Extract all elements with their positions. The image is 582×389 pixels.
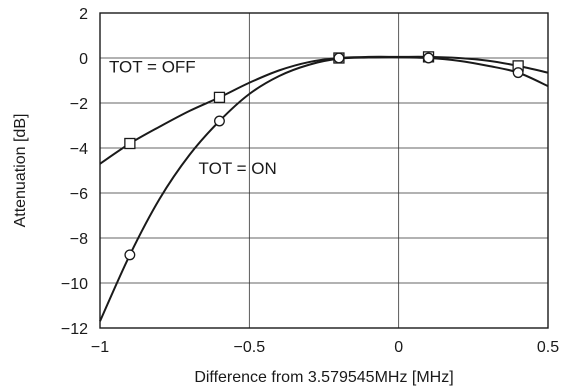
data-point-tot-on	[512, 67, 524, 79]
series-line-tot-off	[99, 55, 549, 165]
x-tick-label: 0.5	[537, 339, 559, 356]
y-tick-label: −4	[70, 141, 88, 158]
series-markers	[124, 51, 524, 261]
x-tick-label: −1	[91, 339, 109, 356]
x-axis-label: Difference from 3.579545MHz [MHz]	[194, 369, 453, 386]
y-tick-label: 2	[79, 6, 88, 23]
y-tick-label: 0	[79, 51, 88, 68]
y-tick-label: −2	[70, 96, 88, 113]
annotation-tot-off: TOT = OFF	[109, 58, 196, 77]
x-tick-label: 0	[394, 339, 403, 356]
grid-lines	[100, 13, 548, 328]
plot-frame	[99, 12, 549, 329]
data-point-tot-off	[124, 137, 136, 150]
data-point-tot-on	[333, 52, 345, 64]
data-point-tot-on	[124, 249, 136, 261]
data-point-tot-on	[423, 52, 434, 64]
y-tick-label: −8	[70, 231, 88, 248]
x-tick-label: −0.5	[234, 339, 266, 356]
y-tick-label: −12	[61, 321, 88, 338]
series-curves	[99, 55, 549, 322]
x-tick-labels: −1 −0.5 0 0.5	[91, 339, 559, 356]
y-tick-labels: 2 0 −2 −4 −6 −8 −10 −12	[61, 6, 88, 338]
data-point-tot-off	[213, 91, 226, 104]
series-line-tot-on	[99, 56, 549, 322]
data-point-tot-on	[214, 115, 225, 127]
y-tick-label: −6	[70, 186, 88, 203]
series-annotations: TOT = OFF TOT = ON	[109, 58, 277, 178]
annotation-tot-on: TOT = ON	[199, 159, 277, 178]
y-axis-label: Attenuation [dB]	[12, 114, 29, 228]
y-tick-label: −10	[61, 276, 88, 293]
